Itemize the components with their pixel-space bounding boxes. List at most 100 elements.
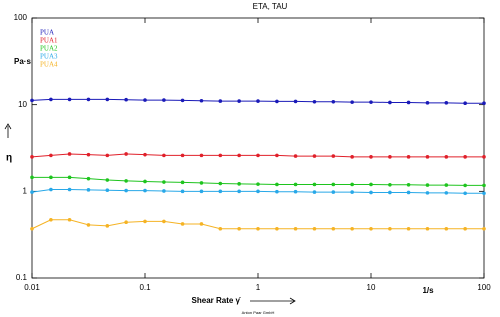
- data-point: [463, 226, 467, 231]
- data-point: [67, 187, 72, 192]
- data-point: [482, 191, 486, 196]
- data-point: [425, 226, 430, 231]
- data-point: [162, 219, 166, 224]
- data-point: [30, 190, 34, 194]
- data-point: [388, 182, 392, 187]
- data-point: [444, 191, 449, 195]
- x-tick-label: 0.01: [24, 283, 40, 292]
- data-point: [444, 155, 449, 159]
- chart-title: ETA, TAU: [253, 2, 288, 11]
- data-point: [124, 97, 128, 102]
- data-point: [369, 155, 373, 159]
- data-point: [105, 224, 110, 228]
- data-point: [312, 182, 317, 187]
- data-point: [180, 189, 185, 194]
- data-point: [463, 155, 467, 159]
- data-point: [30, 98, 34, 103]
- data-point: [86, 223, 91, 227]
- data-point: [350, 190, 354, 194]
- data-point: [237, 153, 241, 158]
- data-point: [406, 155, 411, 159]
- legend-entry: PUA4: [40, 61, 58, 69]
- data-point: [312, 226, 317, 231]
- legend-entry: PUA1: [40, 37, 58, 45]
- data-point: [30, 175, 34, 180]
- data-point: [388, 190, 392, 195]
- data-point: [256, 189, 260, 194]
- data-point: [425, 155, 430, 159]
- x-tick-label: 0.1: [139, 283, 151, 292]
- data-point: [425, 191, 430, 195]
- data-point: [275, 182, 279, 187]
- data-point: [218, 189, 223, 194]
- data-point: [180, 98, 185, 103]
- data-point: [369, 182, 373, 187]
- y-tick-label: 100: [14, 13, 28, 22]
- x-tick-label: 1: [256, 283, 261, 292]
- data-point: [369, 100, 373, 104]
- data-point: [218, 153, 223, 158]
- data-point: [275, 226, 279, 231]
- data-point: [143, 179, 147, 184]
- data-point: [293, 189, 298, 194]
- data-point: [463, 101, 467, 105]
- data-point: [237, 226, 241, 231]
- data-point: [369, 226, 373, 231]
- data-point: [444, 226, 449, 231]
- y-symbol: η: [6, 153, 12, 164]
- data-point: [275, 99, 279, 104]
- data-point: [180, 153, 185, 158]
- data-point: [312, 99, 317, 104]
- data-point: [256, 182, 260, 186]
- data-point: [86, 176, 91, 181]
- data-point: [105, 188, 110, 193]
- data-point: [331, 226, 336, 231]
- data-point: [180, 222, 185, 226]
- data-point: [162, 189, 166, 193]
- data-point: [30, 155, 34, 159]
- data-point: [180, 180, 185, 185]
- legend-entry: PUA3: [40, 53, 58, 61]
- x-unit: 1/s: [422, 286, 434, 295]
- data-point: [218, 181, 223, 186]
- data-point: [124, 220, 128, 225]
- data-point: [124, 179, 128, 183]
- data-point: [312, 190, 317, 194]
- data-point: [105, 178, 110, 182]
- x-arrow: [250, 297, 296, 305]
- data-point: [256, 99, 260, 103]
- data-point: [199, 98, 204, 103]
- data-point: [331, 154, 336, 158]
- footer: Anton Paar GmbH: [242, 310, 275, 315]
- data-point: [105, 97, 110, 102]
- data-point: [143, 188, 147, 193]
- data-point: [86, 152, 91, 157]
- data-point: [331, 190, 336, 194]
- data-point: [463, 183, 467, 188]
- data-point: [312, 154, 317, 158]
- data-point: [293, 226, 298, 231]
- data-point: [199, 181, 204, 185]
- data-point: [143, 98, 147, 102]
- data-point: [218, 99, 223, 103]
- data-point: [237, 99, 241, 103]
- data-point: [388, 226, 392, 231]
- data-point: [482, 101, 486, 105]
- data-point: [49, 153, 53, 158]
- data-point: [143, 152, 147, 157]
- data-point: [331, 182, 336, 187]
- data-point: [293, 99, 298, 104]
- data-point: [350, 100, 354, 104]
- data-point: [49, 187, 53, 192]
- data-point: [237, 182, 241, 186]
- data-point: [406, 182, 411, 187]
- data-point: [218, 226, 223, 231]
- legend-entry: PUA: [40, 29, 54, 37]
- legend-entry: PUA2: [40, 45, 58, 53]
- data-point: [482, 155, 486, 159]
- data-point: [256, 226, 260, 231]
- data-point: [124, 188, 128, 193]
- data-point: [331, 99, 336, 104]
- data-point: [199, 153, 204, 158]
